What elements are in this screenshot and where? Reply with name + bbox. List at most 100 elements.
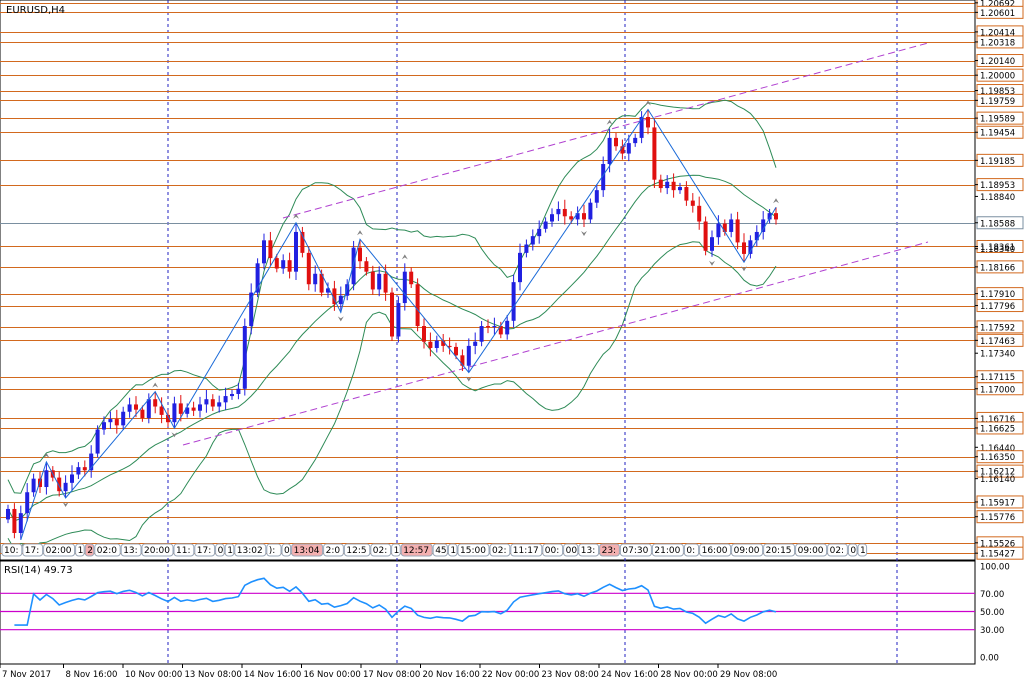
time-tag-box <box>599 543 620 557</box>
time-tag-box <box>763 543 796 557</box>
trend-channel <box>182 42 929 446</box>
time-tag-box <box>94 543 121 557</box>
time-tag-label: 11:17 <box>513 546 539 556</box>
time-tag-box <box>827 543 848 557</box>
time-tag-label: 12:5 <box>346 546 366 556</box>
candle-body <box>121 411 126 426</box>
price-axis-label: 1.19853 <box>980 87 1015 97</box>
candle-body <box>300 231 305 253</box>
price-axis-label: 1.20414 <box>980 28 1015 38</box>
time-tag-label: 00 <box>566 546 578 556</box>
time-axis-label: 24 Nov 16:00 <box>601 670 658 680</box>
price-axis-label: 1.17115 <box>980 373 1015 383</box>
price-axis-label: 1.16140 <box>980 475 1015 485</box>
fractal-down-marker <box>709 260 715 266</box>
candle-body <box>313 273 318 285</box>
time-tag-label: 20:15 <box>766 546 792 556</box>
time-axis-label: 16 Nov 00:00 <box>304 670 361 680</box>
price-axis-label: 1.19454 <box>980 129 1015 139</box>
time-tag-box <box>683 543 700 557</box>
time-tag-label: 02:00 <box>46 546 72 556</box>
candle-body <box>306 252 311 285</box>
time-tag-label: 1 <box>394 546 400 556</box>
price-axis-label: 1.20140 <box>980 57 1015 67</box>
candle-body <box>594 190 599 203</box>
candle-body <box>486 326 490 328</box>
candle-body <box>582 213 586 220</box>
candle-body <box>633 137 638 144</box>
candle-body <box>466 345 471 366</box>
candle-body <box>492 326 497 328</box>
price-axis-label: 1.17000 <box>980 385 1015 395</box>
fractal-up-marker <box>606 119 613 125</box>
candle-body <box>690 200 695 206</box>
candle-body <box>70 474 74 483</box>
time-axis-label: 7 Nov 2017 <box>2 670 51 680</box>
time-tag-label: 02:0 <box>97 546 117 556</box>
candle-body <box>665 181 670 189</box>
candle-body <box>255 263 260 293</box>
time-axis-label: 13 Nov 08:00 <box>185 670 242 680</box>
rsi-line <box>14 577 777 626</box>
time-tag-label: 00: <box>545 546 559 556</box>
candle-body <box>230 393 234 397</box>
main-plot-frame <box>0 0 976 561</box>
candle-body <box>652 127 657 180</box>
candle-body <box>134 404 138 410</box>
candle-body <box>326 288 330 293</box>
candle-body <box>774 213 778 220</box>
time-tag-box <box>291 543 324 557</box>
candle-body <box>274 258 279 269</box>
time-tag-box <box>43 543 76 557</box>
candle-body <box>242 326 247 389</box>
time-tag-box <box>578 543 600 557</box>
time-tag-label: 16:00 <box>702 546 728 556</box>
price-axis-label: 1.20318 <box>980 38 1015 48</box>
time-tag-label: 0 <box>850 546 856 556</box>
price-axis-label: 1.18953 <box>980 181 1015 191</box>
price-axis-label: 1.15776 <box>980 513 1015 523</box>
candle-body <box>511 282 516 321</box>
candle-body <box>767 213 772 220</box>
time-tag-box <box>370 543 392 557</box>
rsi-axis-label: 0.00 <box>980 654 999 664</box>
candle-body <box>390 292 394 337</box>
fractal-up-marker <box>401 254 408 260</box>
candle-body <box>191 407 196 411</box>
price-axis-label: 1.17796 <box>980 302 1015 312</box>
time-axis-label: 20 Nov 16:00 <box>423 670 480 680</box>
time-tag-label: 15:00 <box>460 546 486 556</box>
candle-body <box>236 388 241 394</box>
candle-body <box>550 214 554 222</box>
candle-body <box>146 399 151 419</box>
fractal-up-marker <box>293 213 299 219</box>
candle-body <box>524 244 529 253</box>
price-axis-label: 1.18340 <box>980 245 1015 255</box>
candle-body <box>742 242 746 254</box>
time-tag-label: 2 <box>87 546 93 556</box>
candle-body <box>543 221 548 229</box>
candle-body <box>588 202 593 220</box>
price-axis-label: 1.19185 <box>980 157 1015 167</box>
time-tag-label: 13: <box>581 546 595 556</box>
candle-body <box>537 228 542 237</box>
price-axis-label: 1.20601 <box>980 9 1015 19</box>
time-tag-label: 1 <box>227 546 233 556</box>
candle-body <box>441 340 446 346</box>
time-tag-label: 23: <box>602 546 616 556</box>
fractal-up-marker <box>773 198 779 204</box>
time-tag-box <box>224 543 235 557</box>
candle-body <box>703 221 708 251</box>
candle-body <box>25 492 30 514</box>
time-tag-box <box>400 543 433 557</box>
candle-body <box>710 237 714 251</box>
candle-body <box>204 399 209 405</box>
candle-body <box>422 326 426 342</box>
price-axis-label: 1.18166 <box>980 263 1015 273</box>
candle-body <box>530 236 535 245</box>
price-axis-label: 1.15917 <box>980 498 1015 508</box>
time-tag-label: 2:0 <box>326 546 341 556</box>
